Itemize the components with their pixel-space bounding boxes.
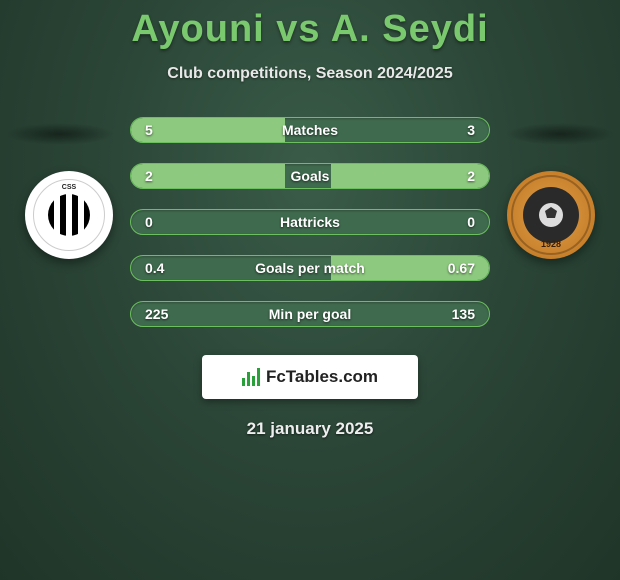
club-year: 1928 — [507, 239, 595, 249]
player-shadow-right — [505, 123, 615, 145]
ball-icon — [536, 200, 566, 230]
stat-bar-goals: 22Goals — [130, 163, 490, 189]
club-badge-left-inner: CSS — [33, 179, 105, 251]
club-badge-left[interactable]: CSS — [25, 171, 113, 259]
stat-metric-label: Matches — [131, 122, 489, 138]
stat-bar-goals-per-match: 0.40.67Goals per match — [130, 255, 490, 281]
page-title: Ayouni vs A. Seydi — [0, 0, 620, 51]
stat-metric-label: Goals per match — [131, 260, 489, 276]
stat-bars: 53Matches 22Goals 00Hattricks 0.40.67Goals … — [130, 117, 490, 347]
stat-bar-matches: 53Matches — [130, 117, 490, 143]
bars-icon — [242, 368, 260, 386]
club-badge-right[interactable]: 1928 — [507, 171, 595, 259]
subtitle: Club competitions, Season 2024/2025 — [0, 65, 620, 83]
club-badge-right-inner — [523, 187, 579, 243]
brand-text: FcTables.com — [266, 367, 378, 387]
player-shadow-left — [5, 123, 115, 145]
stat-bar-min-per-goal: 225135Min per goal — [130, 301, 490, 327]
stat-metric-label: Hattricks — [131, 214, 489, 230]
stat-metric-label: Goals — [131, 168, 489, 184]
date-label: 21 january 2025 — [0, 419, 620, 439]
fctables-link[interactable]: FcTables.com — [202, 355, 418, 399]
stat-metric-label: Min per goal — [131, 306, 489, 322]
comparison-stage: CSS 1928 53Matches 22Goals 00Hattricks 0.40… — [0, 107, 620, 337]
stat-bar-hattricks: 00Hattricks — [130, 209, 490, 235]
